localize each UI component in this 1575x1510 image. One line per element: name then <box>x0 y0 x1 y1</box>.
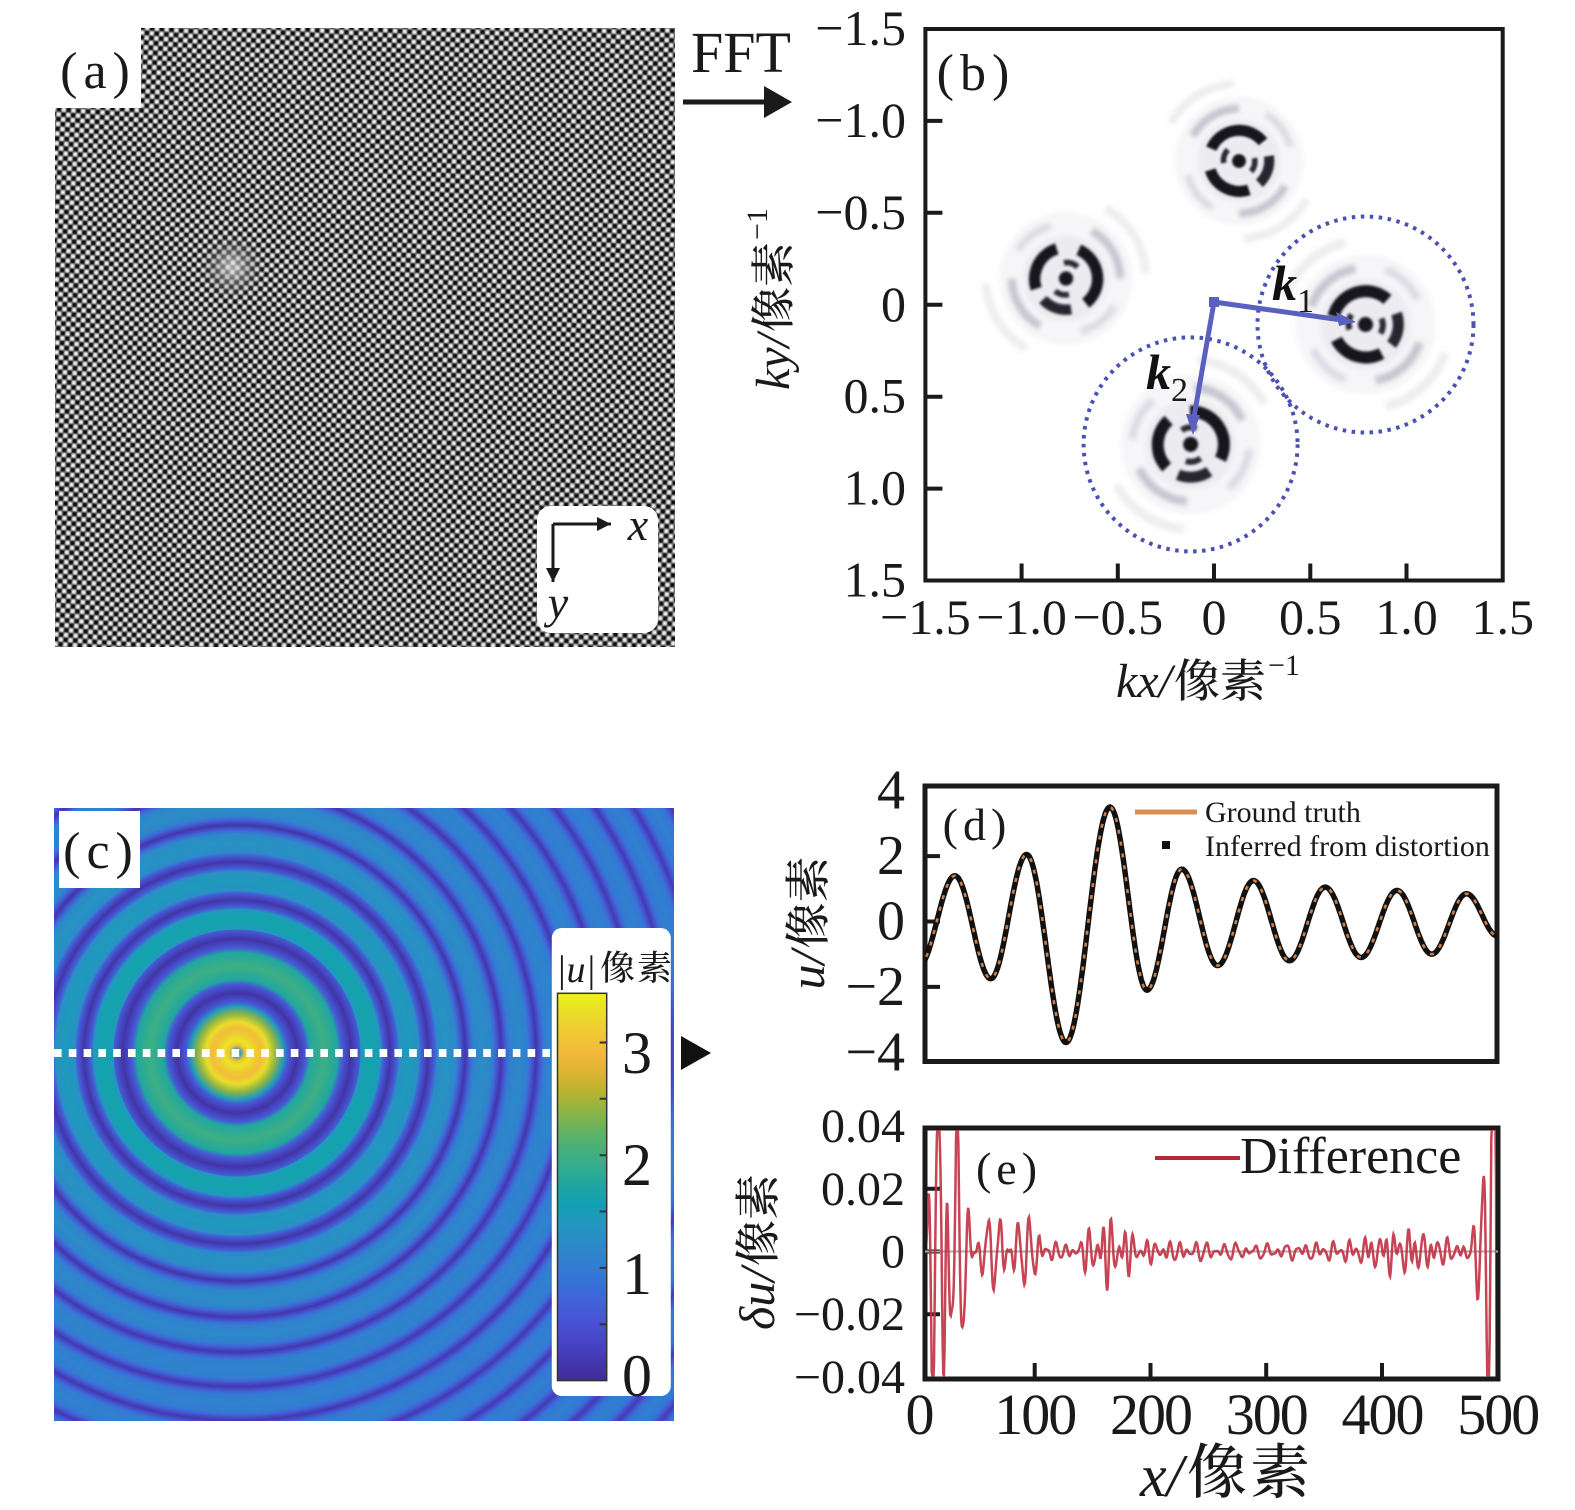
svg-text:x: x <box>627 499 649 550</box>
svg-text:(a): (a) <box>60 43 136 100</box>
svg-text:−1.5: −1.5 <box>815 0 906 56</box>
svg-text:500: 500 <box>1457 1382 1538 1447</box>
svg-text:0: 0 <box>877 891 905 953</box>
svg-text:1.0: 1.0 <box>1375 589 1438 645</box>
svg-text:2: 2 <box>1171 372 1188 409</box>
svg-text:−0.5: −0.5 <box>815 184 906 240</box>
svg-text:4: 4 <box>877 760 905 822</box>
svg-text:−1: −1 <box>741 208 774 240</box>
svg-text:ky/: ky/ <box>747 330 800 390</box>
svg-text:y: y <box>544 577 569 628</box>
svg-text:1.5: 1.5 <box>1471 589 1534 645</box>
svg-text:−4: −4 <box>845 1021 905 1083</box>
svg-text:−1: −1 <box>1268 649 1300 682</box>
svg-text:−0.5: −0.5 <box>1072 589 1163 645</box>
svg-text:0.5: 0.5 <box>1279 589 1342 645</box>
svg-text:−1.5: −1.5 <box>880 589 971 645</box>
svg-text:kx/: kx/ <box>1116 655 1176 708</box>
svg-text:(c): (c) <box>63 823 139 880</box>
svg-text:|u|: |u| <box>556 949 596 991</box>
svg-text:k: k <box>1272 255 1297 311</box>
svg-text:0: 0 <box>906 1382 933 1447</box>
svg-text:k: k <box>1146 344 1171 400</box>
svg-text:0: 0 <box>881 276 906 332</box>
svg-text:Ground truth: Ground truth <box>1205 796 1361 829</box>
svg-text:0: 0 <box>622 1343 652 1409</box>
svg-text:400: 400 <box>1342 1382 1423 1447</box>
svg-text:−1.0: −1.0 <box>815 92 906 148</box>
svg-text:(b): (b) <box>937 45 1016 102</box>
svg-text:100: 100 <box>994 1382 1075 1447</box>
svg-text:x/: x/ <box>1139 1443 1189 1505</box>
svg-text:−1.0: −1.0 <box>976 589 1067 645</box>
svg-text:2: 2 <box>622 1132 652 1198</box>
svg-text:1.5: 1.5 <box>844 552 907 608</box>
svg-text:u/: u/ <box>779 947 835 990</box>
svg-text:200: 200 <box>1110 1382 1191 1447</box>
svg-text:1: 1 <box>1297 283 1314 320</box>
svg-text:0.5: 0.5 <box>844 368 907 424</box>
svg-text:1: 1 <box>622 1241 652 1307</box>
svg-text:Inferred from distortion: Inferred from distortion <box>1205 830 1490 863</box>
svg-text:Difference: Difference <box>1240 1128 1461 1185</box>
svg-text:1.0: 1.0 <box>844 460 907 516</box>
svg-text:−2: −2 <box>845 956 905 1018</box>
svg-text:δu/: δu/ <box>729 1264 785 1330</box>
svg-text:0: 0 <box>1202 589 1227 645</box>
svg-text:(e): (e) <box>976 1143 1042 1194</box>
svg-text:0.04: 0.04 <box>821 1100 905 1153</box>
svg-text:0.02: 0.02 <box>821 1163 905 1216</box>
svg-text:FFT: FFT <box>691 20 791 85</box>
svg-text:−0.04: −0.04 <box>794 1351 905 1404</box>
svg-text:300: 300 <box>1226 1382 1307 1447</box>
svg-text:(d): (d) <box>943 799 1012 850</box>
svg-text:−0.02: −0.02 <box>794 1288 905 1341</box>
svg-text:3: 3 <box>622 1020 652 1086</box>
svg-text:2: 2 <box>877 825 905 887</box>
svg-text:0: 0 <box>881 1226 905 1279</box>
